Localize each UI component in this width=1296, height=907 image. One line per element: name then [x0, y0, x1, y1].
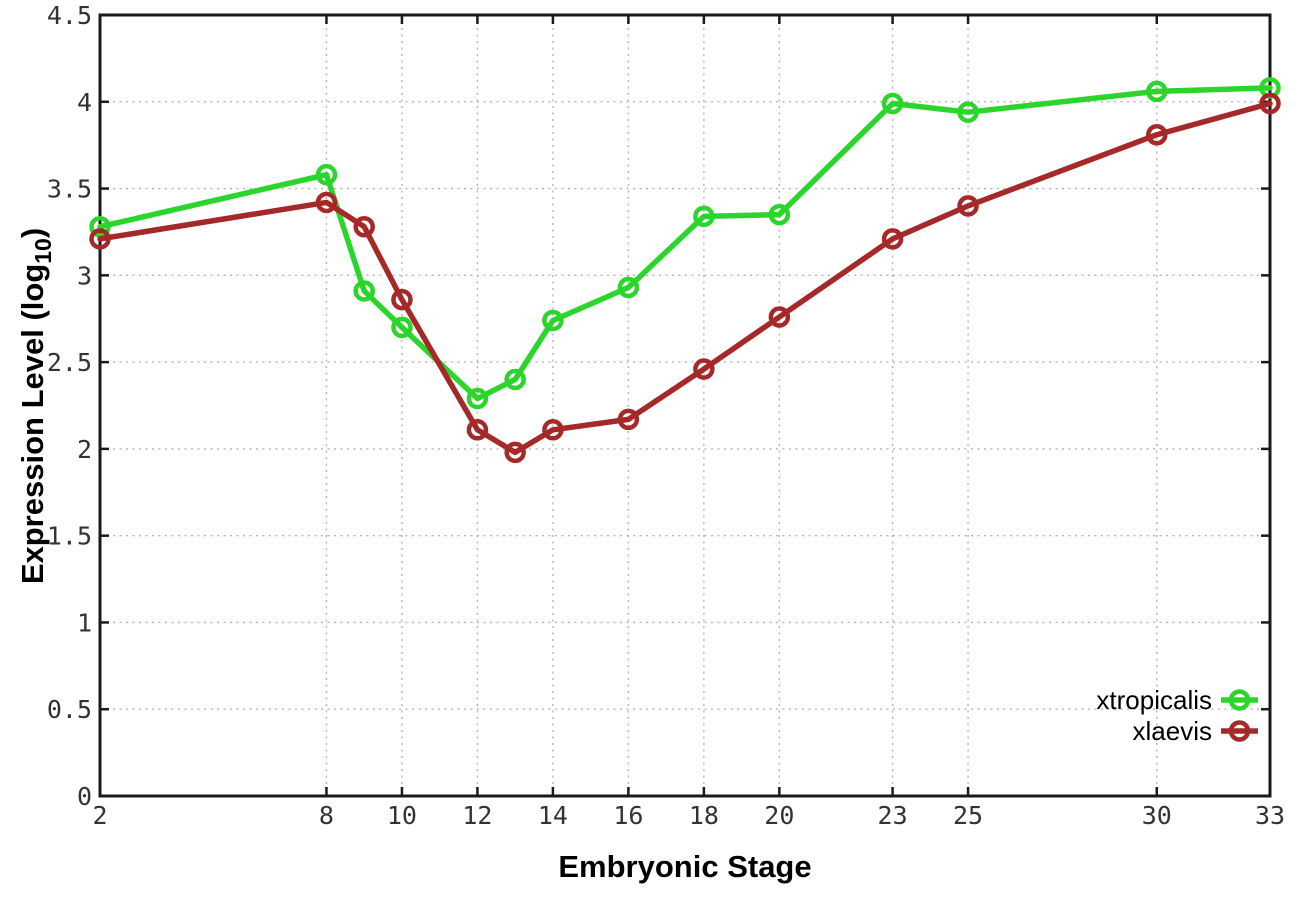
series-line-xtropicalis [97, 85, 1273, 402]
gridlines [99, 14, 1271, 797]
data-point-marker [89, 215, 111, 238]
x-tick-label: 25 [953, 801, 983, 830]
x-tick-label: 33 [1255, 801, 1285, 830]
x-tick-label: 20 [764, 801, 794, 830]
x-tick-label: 18 [689, 801, 719, 830]
data-point-marker [391, 288, 413, 311]
data-point-marker [466, 387, 489, 410]
data-point-marker [617, 276, 640, 299]
x-tick-label: 30 [1142, 801, 1172, 830]
data-point-marker [466, 419, 489, 441]
x-tick-label: 12 [462, 801, 492, 830]
data-point-marker [542, 309, 564, 332]
legend-label-xlaevis: xlaevis [1133, 716, 1212, 746]
x-tick-label: 10 [387, 801, 417, 830]
data-point-marker [957, 195, 979, 217]
y-tick-label: 0.5 [47, 695, 92, 724]
data-point-marker [353, 280, 375, 302]
data-point-marker [881, 228, 904, 250]
x-tick-label: 16 [613, 801, 643, 830]
x-axis-title: Embryonic Stage [558, 849, 811, 884]
x-tick-labels: 2 8 10 12 14 16 18 20 23 25 30 33 [92, 801, 1285, 830]
x-tick-label: 8 [319, 801, 334, 830]
data-point-marker [617, 408, 640, 431]
series-xtropicalis [89, 77, 1281, 410]
data-point-marker [768, 203, 791, 226]
data-point-marker [504, 441, 526, 464]
data-point-marker [881, 92, 904, 115]
data-point-marker [1146, 80, 1168, 103]
data-point-marker [1146, 124, 1168, 146]
legend-sample-marker-xlaevis [1228, 720, 1251, 742]
y-tick-labels: 0 0.5 1 1.5 2 2.5 3 3.5 4 4.5 [47, 1, 92, 811]
data-point-marker [1259, 92, 1281, 115]
data-point-marker [693, 358, 715, 380]
data-point-marker [542, 419, 564, 441]
y-tick-label: 3 [77, 261, 92, 290]
x-tick-label: 14 [538, 801, 568, 830]
data-point-marker [693, 205, 715, 228]
data-point-marker [315, 163, 338, 186]
y-tick-label: 4.5 [47, 1, 92, 30]
data-point-marker [89, 228, 111, 250]
y-tick-label: 3.5 [47, 175, 92, 204]
x-tick-label: 23 [878, 801, 908, 830]
y-tick-label: 2 [77, 435, 92, 464]
data-point-marker [957, 101, 979, 123]
legend-sample-markers [1221, 689, 1258, 742]
data-point-marker [391, 316, 413, 339]
data-point-marker [353, 215, 375, 238]
data-point-marker [315, 191, 338, 214]
y-tick-label: 2.5 [47, 348, 92, 377]
plot-border [98, 13, 1272, 798]
x-tick-label: 2 [92, 801, 107, 830]
legend-label-xtropicalis: xtropicalis [1096, 685, 1212, 715]
legend: xtropicalis xlaevis [1096, 685, 1258, 746]
y-tick-label: 1 [77, 608, 92, 637]
data-point-marker [504, 368, 526, 391]
axis-ticks [98, 13, 1272, 798]
y-tick-label: 4 [77, 88, 92, 117]
y-tick-label: 1.5 [47, 522, 92, 551]
y-tick-label: 0 [77, 782, 92, 811]
data-series [89, 77, 1281, 464]
y-axis-title: Expression Level (log10) [15, 228, 56, 584]
series-xlaevis [89, 92, 1281, 464]
legend-sample-marker-xtropicalis [1228, 689, 1251, 711]
series-line-xlaevis [97, 100, 1273, 456]
data-point-marker [768, 306, 791, 328]
